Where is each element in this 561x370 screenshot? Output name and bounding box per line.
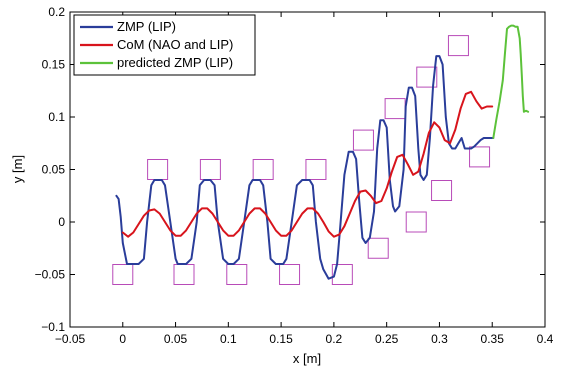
footprint-marker-11	[384, 98, 406, 120]
footprint-marker-6	[279, 264, 301, 285]
y-tick-label-4: 0.1	[48, 110, 65, 124]
x-tick-label-7: 0.3	[431, 332, 448, 346]
footprint-marker-8	[331, 264, 353, 285]
x-tick-label-3: 0.1	[220, 332, 237, 346]
x-tick-label-8: 0.35	[481, 332, 505, 346]
footprint-marker-9	[352, 129, 374, 151]
footprint-marker-5	[252, 159, 274, 180]
y-tick-label-2: 0	[58, 215, 65, 229]
footprint-marker-4	[226, 264, 248, 285]
footprint-marker-0	[112, 264, 134, 285]
x-tick-label-0: −0.05	[55, 332, 86, 346]
footprint-marker-1	[147, 159, 169, 180]
footprint-marker-7	[305, 159, 327, 180]
x-tick-label-4: 0.15	[269, 332, 293, 346]
x-tick-label-1: 0	[119, 332, 126, 346]
legend-label-zmp: ZMP (LIP)	[117, 19, 176, 34]
series-line-1	[121, 90, 494, 238]
ticks-layer: −0.05 0 0.05 0.1 0.15 0.2 0.25 0.3 0.35 0.4−0.1−0…	[35, 5, 554, 346]
x-tick-label-5: 0.2	[326, 332, 343, 346]
y-tick-label-6: 0.2	[48, 5, 65, 19]
footprint-marker-3	[199, 159, 221, 180]
footprint-marker-16	[469, 146, 491, 168]
legend: ZMP (LIP) CoM (NAO and LIP) predicted ZM…	[73, 14, 256, 76]
y-axis-label: y [m]	[10, 155, 25, 183]
footprint-marker-15	[447, 35, 469, 57]
legend-label-predicted-zmp: predicted ZMP (LIP)	[117, 55, 233, 70]
x-tick-label-2: 0.05	[164, 332, 188, 346]
y-tick-label-3: 0.05	[42, 163, 66, 177]
series-line-2	[492, 24, 530, 139]
footprint-marker-12	[405, 211, 427, 233]
y-tick-label-5: 0.15	[42, 58, 66, 72]
footprint-marker-13	[416, 66, 438, 88]
x-tick-label-6: 0.25	[375, 332, 399, 346]
y-tick-label-0: −0.1	[41, 320, 65, 334]
y-tick-label-1: −0.05	[35, 268, 66, 282]
data-layer	[112, 24, 530, 285]
footprint-marker-10	[367, 237, 389, 259]
footprint-marker-2	[173, 264, 195, 285]
series-line-0	[115, 55, 495, 280]
footprint-marker-14	[431, 180, 453, 201]
x-axis-label: x [m]	[293, 351, 321, 366]
legend-label-com: CoM (NAO and LIP)	[117, 37, 233, 52]
x-tick-label-9: 0.4	[537, 332, 554, 346]
